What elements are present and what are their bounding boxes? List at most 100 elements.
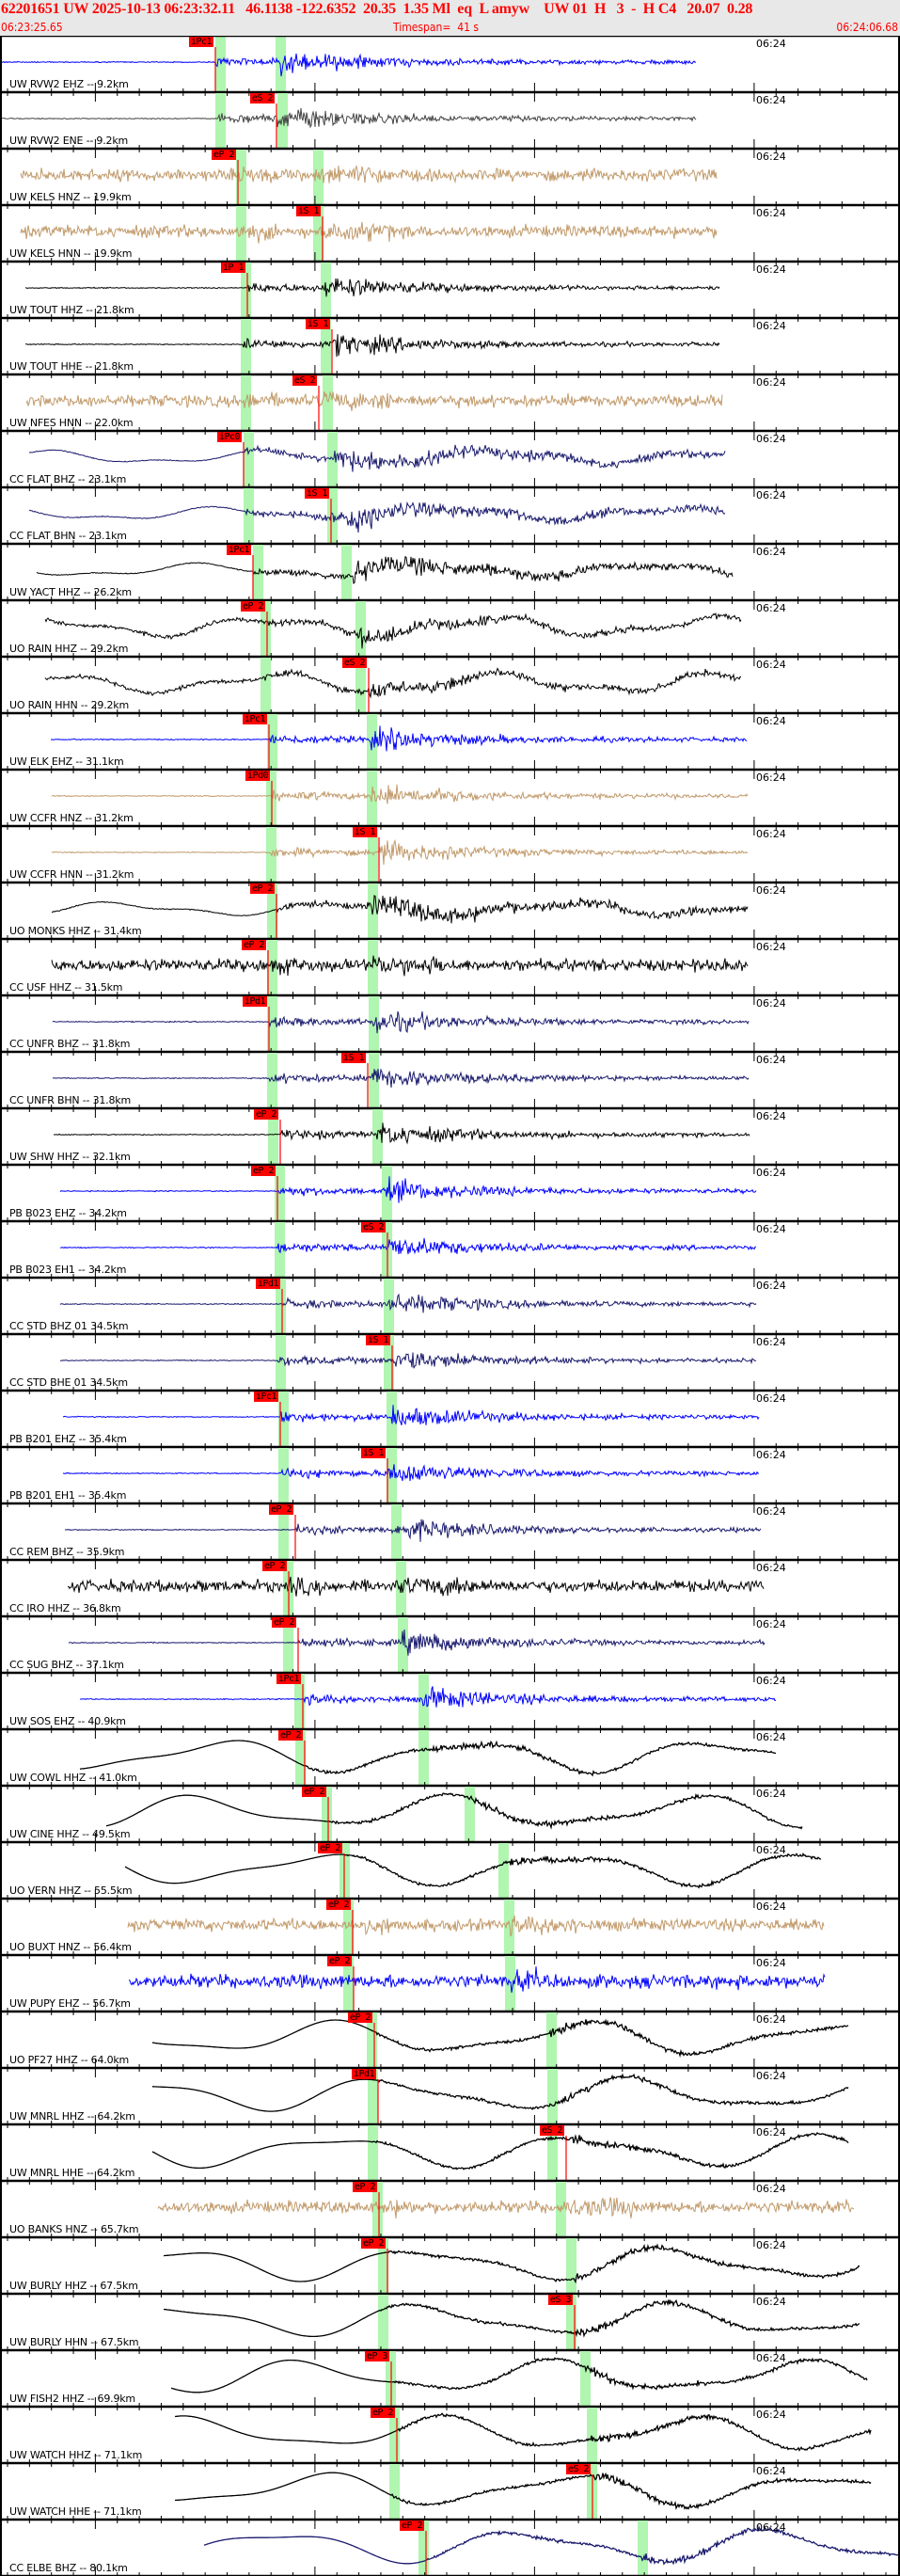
waveform <box>24 334 720 358</box>
phase-pick-label[interactable]: iPc1 <box>189 37 214 47</box>
phase-pick-label[interactable]: eP 2 <box>361 2238 387 2249</box>
station-label: UW MNRL HHZ -- 64.2km <box>9 2110 135 2123</box>
waveform <box>60 1352 757 1369</box>
phase-pick-label[interactable]: iPc1 <box>243 714 268 724</box>
phase-pick-label[interactable]: eS 2 <box>250 93 276 103</box>
phase-pick-label[interactable]: eP 3 <box>365 2351 390 2361</box>
phase-pick-label[interactable]: iS 1 <box>341 1053 367 1063</box>
s-window-band <box>580 2351 591 2407</box>
station-label: UW TOUT HHE -- 21.8km <box>9 360 134 373</box>
phase-pick-label[interactable]: eP 2 <box>212 150 237 160</box>
phase-pick-label[interactable]: iS 1 <box>353 827 378 837</box>
waveform <box>105 1792 803 1830</box>
minute-label: 06:24 <box>756 2239 786 2251</box>
phase-pick-label[interactable]: eP 2 <box>348 2012 373 2023</box>
phase-pick-label[interactable]: iPd0 <box>245 771 271 781</box>
minute-label: 06:24 <box>756 94 786 106</box>
waveform <box>51 838 749 866</box>
s-window-band <box>369 1053 379 1108</box>
p-window-band <box>295 1730 306 1786</box>
minute-label: 06:24 <box>756 376 786 389</box>
phase-pick-label[interactable]: eP 2 <box>241 601 266 612</box>
phase-pick-label[interactable]: eP 2 <box>242 940 267 950</box>
minute-label: 06:24 <box>756 1054 786 1066</box>
phase-pick-label[interactable]: iPc1 <box>227 545 252 555</box>
phase-pick-label[interactable]: eS 2 <box>342 658 368 668</box>
end-time: 06:24:06.68 <box>836 21 898 34</box>
p-window-band <box>267 1053 277 1108</box>
p-window-band <box>278 1504 289 1560</box>
phase-pick-label[interactable]: eP 2 <box>302 1787 327 1797</box>
trace-panel <box>0 1166 900 1231</box>
p-window-band <box>275 1222 285 1278</box>
trace-panel <box>0 2012 900 2077</box>
p-window-band <box>343 1900 354 1955</box>
station-label: UW TOUT HHZ -- 21.8km <box>9 304 134 316</box>
waveform <box>59 1293 757 1313</box>
trace-panel <box>0 2125 900 2190</box>
phase-pick-label[interactable]: eP 2 <box>250 883 276 894</box>
phase-pick-label[interactable]: eP 2 <box>278 1730 304 1741</box>
trace-panel <box>0 771 900 835</box>
phase-pick-label[interactable]: eS 2 <box>540 2125 565 2136</box>
phase-pick-label[interactable]: iPd1 <box>256 1279 281 1289</box>
phase-pick-label[interactable]: eP 2 <box>318 1843 343 1853</box>
minute-label: 06:24 <box>756 884 786 897</box>
phase-pick-label[interactable]: iPd1 <box>243 996 268 1007</box>
p-window-band <box>215 37 226 92</box>
station-label: UW ELK EHZ -- 31.1km <box>9 755 124 768</box>
s-window-band <box>547 2125 558 2181</box>
phase-pick-label[interactable]: eS 3 <box>548 2295 574 2305</box>
phase-pick-label[interactable]: eP 2 <box>400 2520 425 2531</box>
phase-pick-label[interactable]: eP 2 <box>269 1504 294 1515</box>
trace-panel <box>0 1956 900 2021</box>
phase-pick-label[interactable]: iS 1 <box>296 206 322 216</box>
phase-pick-label[interactable]: eP 2 <box>353 2182 378 2192</box>
station-label: UW BURLY HHZ -- 67.5km <box>9 2280 138 2292</box>
minute-label: 06:24 <box>756 1618 786 1630</box>
waveform <box>51 725 748 752</box>
phase-pick-label[interactable]: iPc1 <box>276 1674 302 1684</box>
phase-pick-label[interactable]: eP 2 <box>254 1109 279 1120</box>
trace-panel <box>0 150 900 215</box>
phase-pick-label[interactable]: eS 2 <box>361 1222 387 1232</box>
waveform <box>174 2412 872 2452</box>
phase-pick-label[interactable]: iS 1 <box>306 319 331 329</box>
s-window-band <box>504 1900 514 1955</box>
phase-pick-label[interactable]: eP 2 <box>272 1617 297 1628</box>
waveform <box>51 895 749 924</box>
waveform <box>174 2472 872 2510</box>
waveform <box>28 444 726 472</box>
trace-panel <box>0 2520 900 2576</box>
phase-pick-label[interactable]: eS 2 <box>292 375 318 386</box>
waveform <box>25 390 723 412</box>
phase-pick-label[interactable]: eP 2 <box>262 1561 288 1571</box>
s-window-band <box>587 2408 597 2463</box>
station-label: CC UNFR BHN -- 31.8km <box>9 1094 131 1106</box>
phase-pick-label[interactable]: eP 2 <box>326 1900 352 1910</box>
p-window-band <box>236 206 246 262</box>
trace-panel <box>0 1053 900 1118</box>
phase-pick-label[interactable]: eP 2 <box>371 2408 396 2418</box>
phase-pick-label[interactable]: iS 1 <box>361 1448 387 1458</box>
minute-label: 06:24 <box>756 38 786 50</box>
station-label: UO BUXT HNZ -- 56.4km <box>9 1941 132 1953</box>
phase-pick-label[interactable]: iS 1 <box>366 1335 391 1345</box>
trace-panel <box>0 2408 900 2473</box>
phase-pick-label[interactable]: iPc1 <box>254 1391 279 1402</box>
station-label: CC REM BHZ -- 35.9km <box>9 1546 125 1558</box>
minute-label: 06:24 <box>756 207 786 219</box>
station-label: UO RAIN HHN -- 29.2km <box>9 699 129 711</box>
phase-pick-label[interactable]: iS 1 <box>305 488 330 499</box>
phase-pick-label[interactable]: iPd1 <box>352 2069 377 2079</box>
phase-pick-label[interactable]: iPc0 <box>217 432 243 442</box>
phase-pick-label[interactable]: iP 1 <box>221 262 246 273</box>
station-label: UW SHW HHZ -- 32.1km <box>9 1151 131 1163</box>
station-label: UW FISH2 HHZ -- 69.9km <box>9 2393 135 2405</box>
trace-panel <box>0 714 900 779</box>
s-window-band <box>505 1956 515 2012</box>
trace-panel <box>0 2295 900 2360</box>
phase-pick-label[interactable]: eP 2 <box>251 1166 276 1176</box>
phase-pick-label[interactable]: eS 2 <box>566 2464 592 2474</box>
phase-pick-label[interactable]: eP 2 <box>327 1956 353 1966</box>
